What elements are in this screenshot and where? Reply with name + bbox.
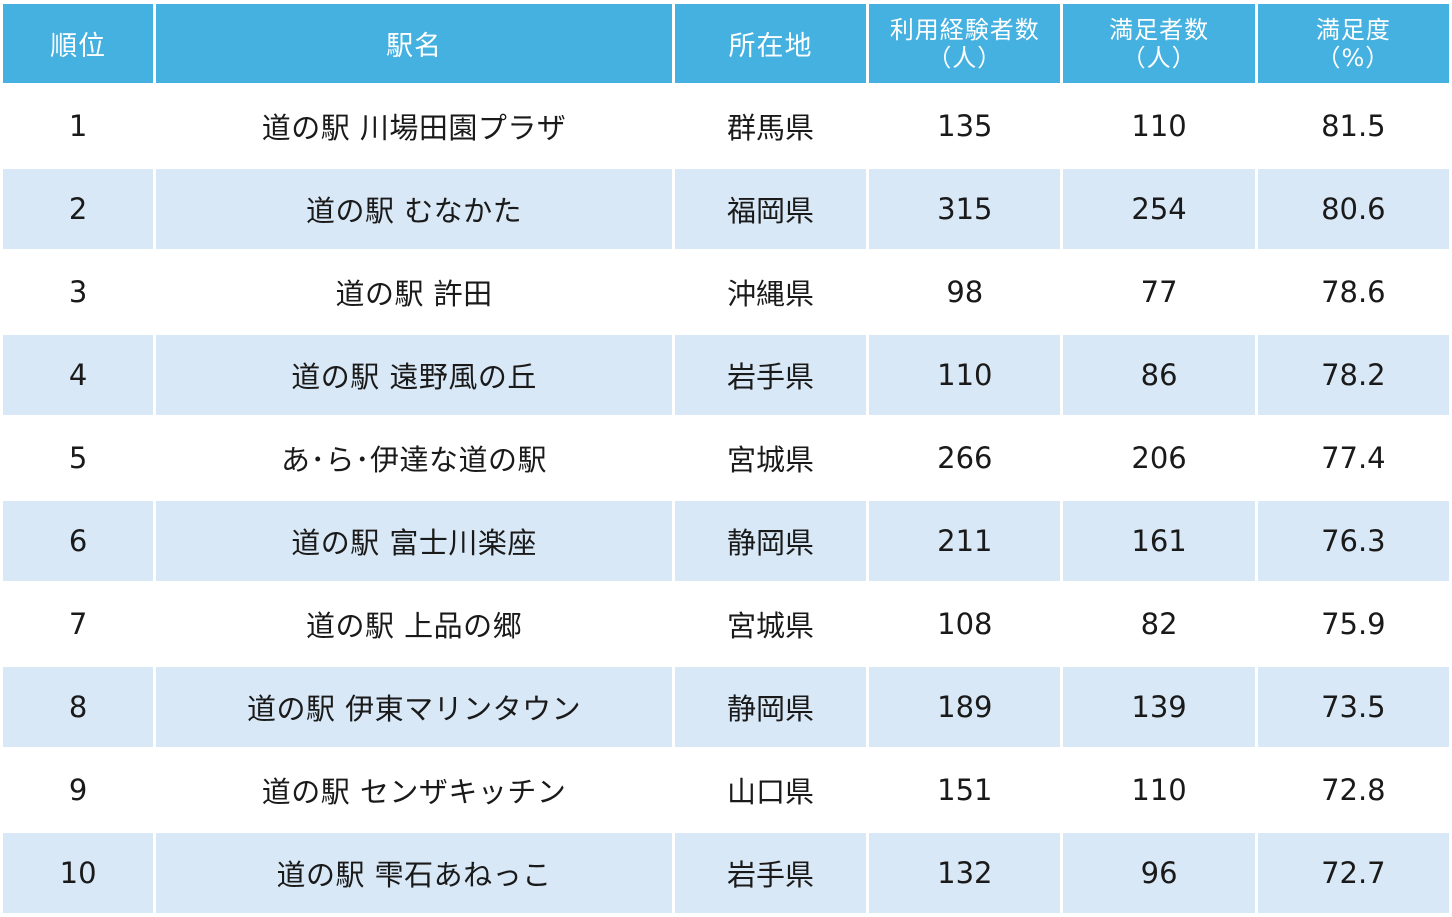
table-row: 8 道の駅 伊東マリンタウン 静岡県 189 139 73.5 <box>3 667 1449 747</box>
satisfied-cell: 77 <box>1063 252 1255 332</box>
table-row: 6 道の駅 富士川楽座 静岡県 211 161 76.3 <box>3 501 1449 581</box>
table-row: 1 道の駅 川場田園プラザ 群馬県 135 110 81.5 <box>3 86 1449 166</box>
header-users-unit: （人） <box>927 43 1003 72</box>
satisfied-cell: 82 <box>1063 584 1255 664</box>
station-name-cell: 道の駅 許田 <box>156 252 672 332</box>
rate-cell: 73.5 <box>1257 667 1449 747</box>
satisfied-cell: 110 <box>1063 750 1255 830</box>
table-row: 9 道の駅 センザキッチン 山口県 151 110 72.8 <box>3 750 1449 830</box>
station-name-cell: 道の駅 伊東マリンタウン <box>156 667 672 747</box>
header-rank: 順位 <box>3 4 154 83</box>
rate-cell: 76.3 <box>1257 501 1449 581</box>
satisfied-cell: 206 <box>1063 418 1255 498</box>
station-name-cell: 道の駅 雫石あねっこ <box>156 833 672 913</box>
satisfied-cell: 254 <box>1063 169 1255 249</box>
users-cell: 151 <box>869 750 1061 830</box>
users-cell: 189 <box>869 667 1061 747</box>
users-cell: 108 <box>869 584 1061 664</box>
header-rate-unit: （%） <box>1316 43 1391 72</box>
rank-cell: 10 <box>3 833 154 913</box>
header-satisfied: 満足者数 （人） <box>1063 4 1255 83</box>
header-rate-label: 満足度 <box>1315 15 1391 44</box>
satisfied-cell: 139 <box>1063 667 1255 747</box>
table-row: 3 道の駅 許田 沖縄県 98 77 78.6 <box>3 252 1449 332</box>
header-satisfied-label: 満足者数 <box>1109 15 1210 44</box>
header-satisfaction-rate: 満足度 （%） <box>1257 4 1449 83</box>
rate-cell: 72.8 <box>1257 750 1449 830</box>
rate-cell: 78.2 <box>1257 335 1449 415</box>
header-users: 利用経験者数 （人） <box>869 4 1061 83</box>
rate-cell: 75.9 <box>1257 584 1449 664</box>
rate-cell: 72.7 <box>1257 833 1449 913</box>
header-prefecture: 所在地 <box>674 4 867 83</box>
station-name-cell: 道の駅 むなかた <box>156 169 672 249</box>
rank-cell: 2 <box>3 169 154 249</box>
header-satisfied-unit: （人） <box>1121 43 1197 72</box>
table-row: 2 道の駅 むなかた 福岡県 315 254 80.6 <box>3 169 1449 249</box>
satisfied-cell: 110 <box>1063 86 1255 166</box>
table-row: 5 あ･ら･伊達な道の駅 宮城県 266 206 77.4 <box>3 418 1449 498</box>
satisfied-cell: 86 <box>1063 335 1255 415</box>
prefecture-cell: 群馬県 <box>674 86 867 166</box>
prefecture-cell: 岩手県 <box>674 833 867 913</box>
rank-cell: 5 <box>3 418 154 498</box>
rank-cell: 9 <box>3 750 154 830</box>
rank-cell: 6 <box>3 501 154 581</box>
prefecture-cell: 沖縄県 <box>674 252 867 332</box>
users-cell: 211 <box>869 501 1061 581</box>
station-name-cell: 道の駅 川場田園プラザ <box>156 86 672 166</box>
rank-cell: 1 <box>3 86 154 166</box>
station-name-cell: あ･ら･伊達な道の駅 <box>156 418 672 498</box>
satisfied-cell: 96 <box>1063 833 1255 913</box>
prefecture-cell: 福岡県 <box>674 169 867 249</box>
rank-cell: 3 <box>3 252 154 332</box>
rank-cell: 4 <box>3 335 154 415</box>
rate-cell: 77.4 <box>1257 418 1449 498</box>
table-row: 4 道の駅 遠野風の丘 岩手県 110 86 78.2 <box>3 335 1449 415</box>
rate-cell: 80.6 <box>1257 169 1449 249</box>
users-cell: 266 <box>869 418 1061 498</box>
users-cell: 135 <box>869 86 1061 166</box>
table-row: 7 道の駅 上品の郷 宮城県 108 82 75.9 <box>3 584 1449 664</box>
prefecture-cell: 宮城県 <box>674 584 867 664</box>
table-header-row: 順位 駅名 所在地 利用経験者数 （人） 満足者数 （人） 満足度 （%） <box>3 4 1449 83</box>
table-row: 10 道の駅 雫石あねっこ 岩手県 132 96 72.7 <box>3 833 1449 913</box>
prefecture-cell: 宮城県 <box>674 418 867 498</box>
users-cell: 110 <box>869 335 1061 415</box>
users-cell: 98 <box>869 252 1061 332</box>
station-name-cell: 道の駅 センザキッチン <box>156 750 672 830</box>
station-name-cell: 道の駅 富士川楽座 <box>156 501 672 581</box>
rank-cell: 8 <box>3 667 154 747</box>
station-name-cell: 道の駅 遠野風の丘 <box>156 335 672 415</box>
prefecture-cell: 岩手県 <box>674 335 867 415</box>
rate-cell: 78.6 <box>1257 252 1449 332</box>
station-name-cell: 道の駅 上品の郷 <box>156 584 672 664</box>
prefecture-cell: 静岡県 <box>674 501 867 581</box>
prefecture-cell: 静岡県 <box>674 667 867 747</box>
satisfied-cell: 161 <box>1063 501 1255 581</box>
header-station-name: 駅名 <box>156 4 672 83</box>
rank-cell: 7 <box>3 584 154 664</box>
header-users-label: 利用経験者数 <box>889 15 1040 44</box>
users-cell: 132 <box>869 833 1061 913</box>
users-cell: 315 <box>869 169 1061 249</box>
rate-cell: 81.5 <box>1257 86 1449 166</box>
prefecture-cell: 山口県 <box>674 750 867 830</box>
